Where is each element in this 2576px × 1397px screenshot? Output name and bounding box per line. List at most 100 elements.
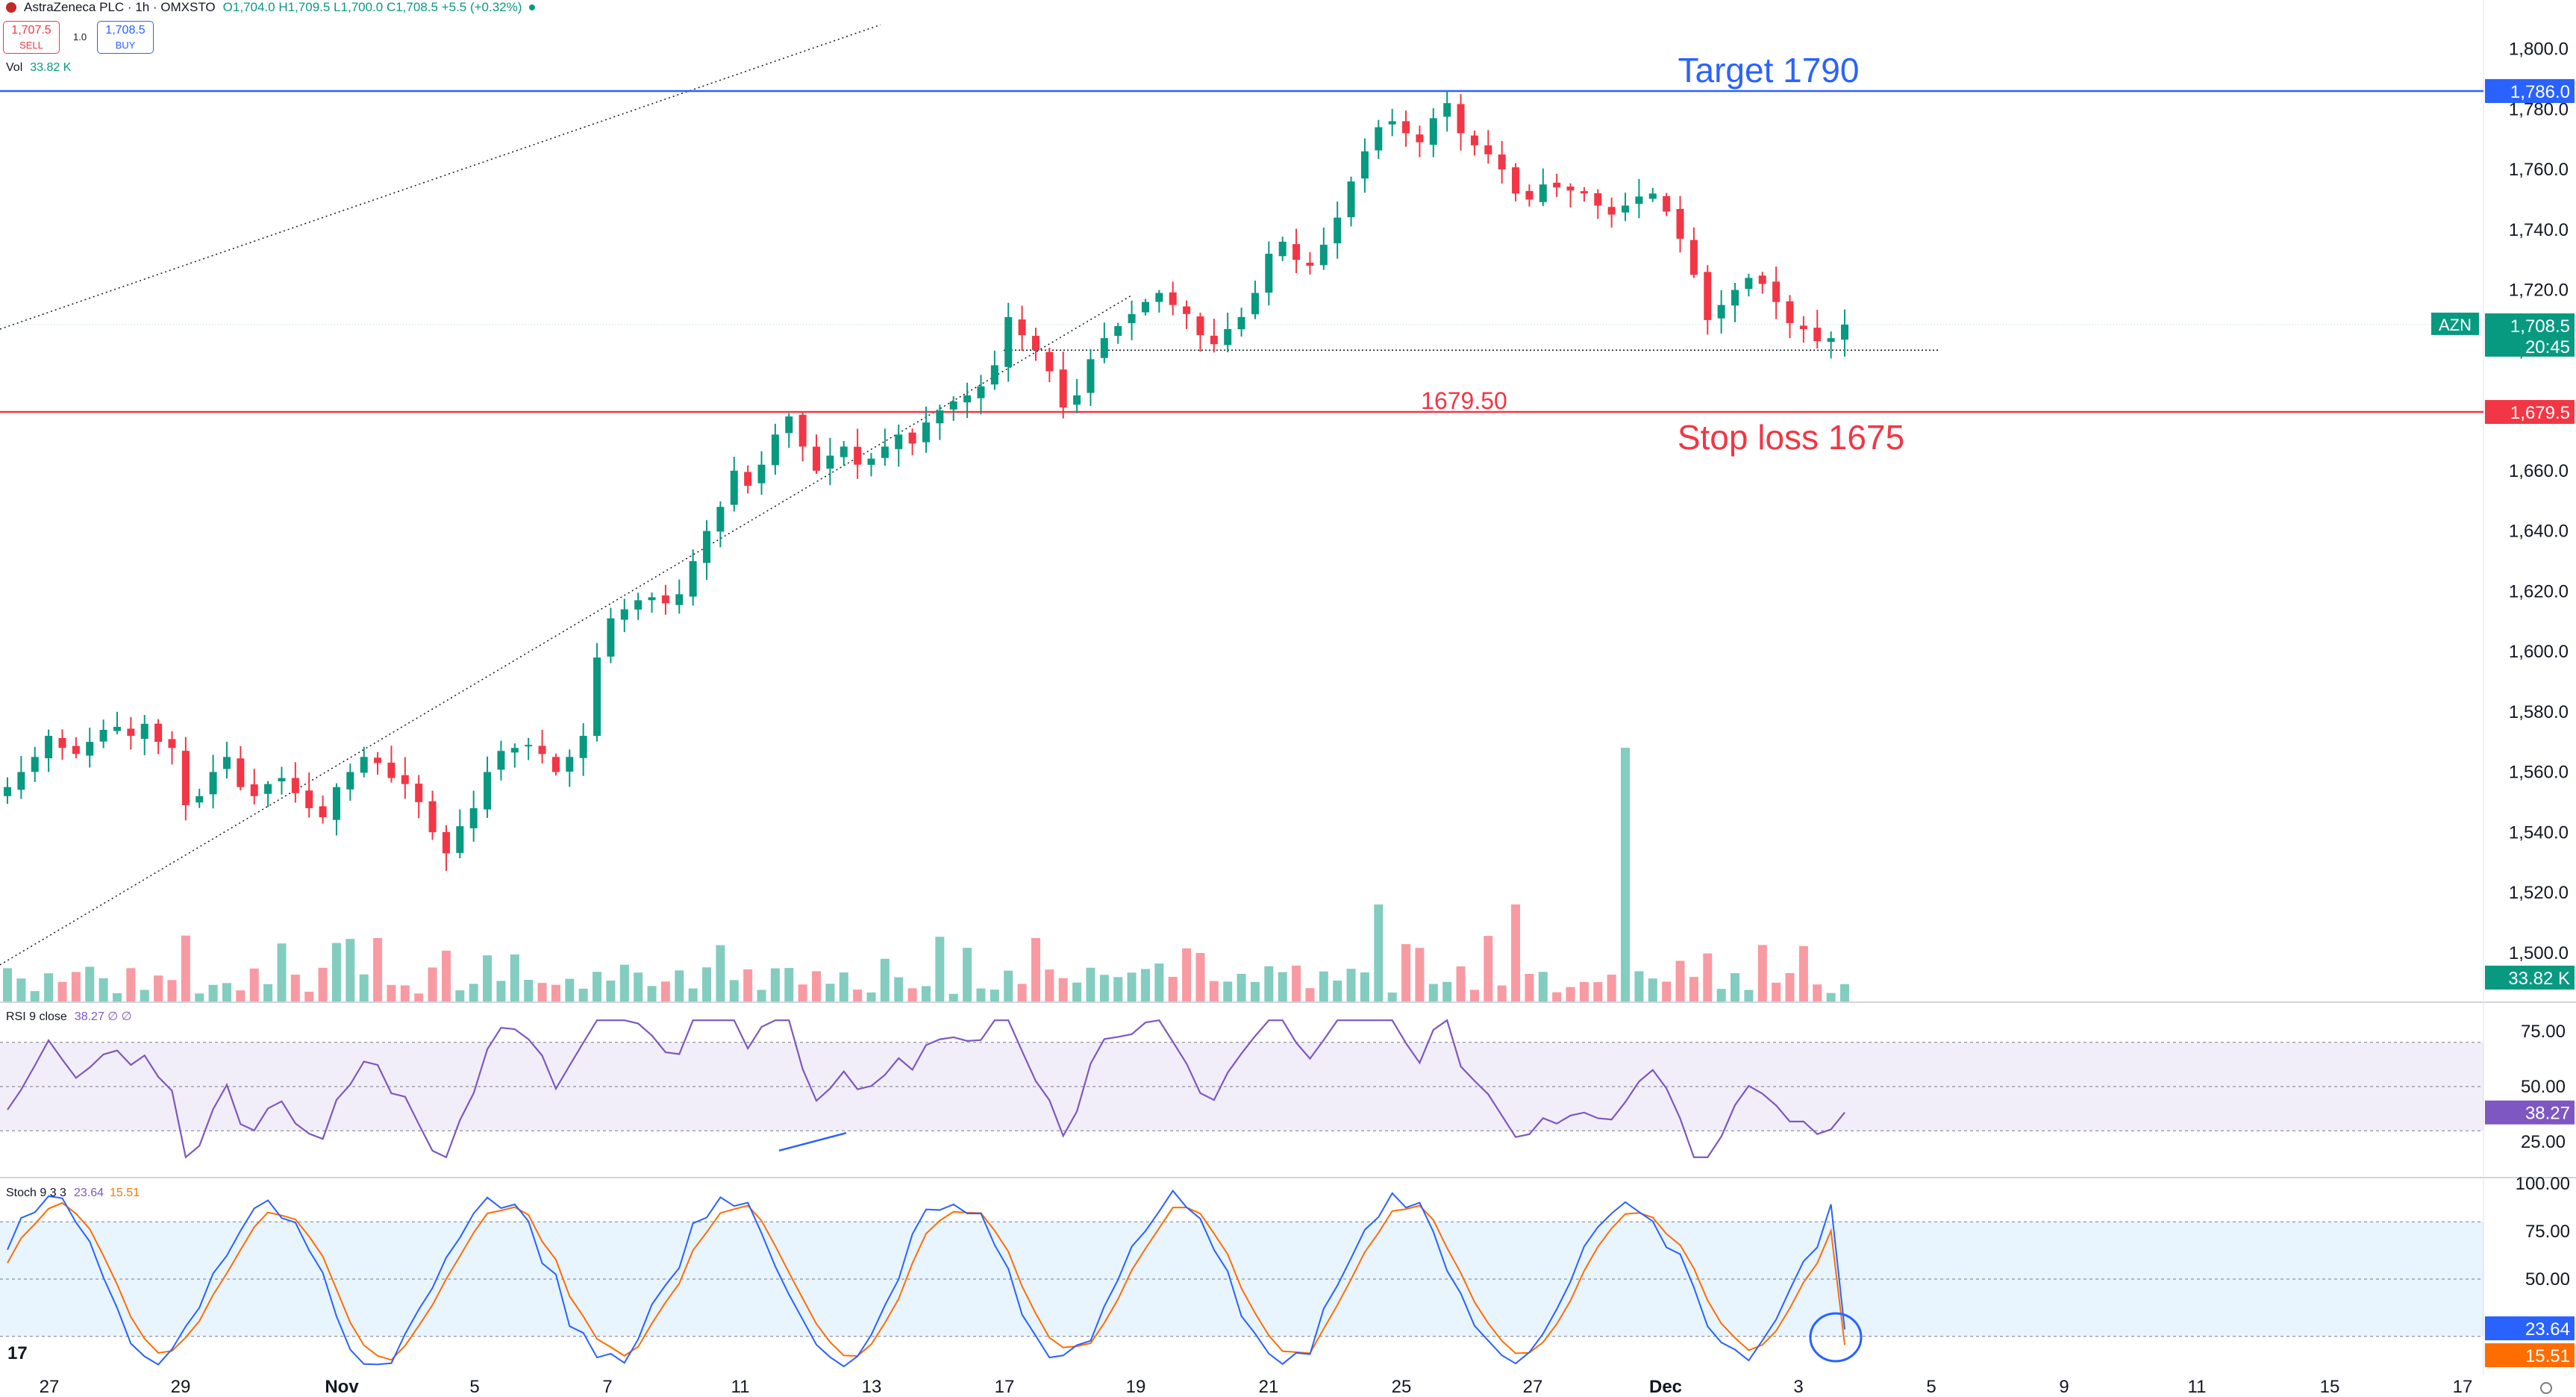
sell-button[interactable]: 1,707.5 SELL (3, 21, 60, 54)
candle-body (319, 806, 327, 818)
candle-body (1772, 281, 1781, 302)
volume-bar (839, 972, 848, 1001)
volume-bar (1415, 948, 1425, 1001)
candle-body (72, 746, 80, 754)
candle-body (1512, 167, 1520, 194)
rsi-legend[interactable]: RSI 9 close 38.27 ∅ ∅ (6, 1009, 132, 1024)
price-tick-label: 1,740.0 (2509, 220, 2569, 240)
volume-bar (702, 967, 712, 1001)
candle-body (936, 410, 944, 424)
volume-bar (990, 990, 999, 1001)
volume-bar (922, 986, 931, 1001)
volume-bar (469, 984, 478, 1001)
candle-body (1237, 316, 1245, 330)
candle-body (1073, 395, 1081, 405)
candle-body (1539, 184, 1547, 202)
volume-bar (1086, 967, 1095, 1001)
volume-bar (853, 990, 863, 1001)
volume-bar (1223, 981, 1233, 1001)
volume-bar (1634, 971, 1644, 1001)
candle-body (1566, 186, 1575, 191)
symbol-title[interactable]: AstraZeneca PLC · 1h · OMXSTO (24, 0, 216, 14)
candle-body (620, 609, 628, 620)
volume-bar (331, 943, 341, 1001)
stop-price-tag: 1,679.5 (2485, 400, 2575, 425)
stop-loss-level-text: 1679.50 (1421, 387, 1507, 414)
candle-body (1689, 240, 1698, 275)
ohlc-readout: O1,704.0 H1,709.5 L1,700.0 C1,708.5 +5.5… (222, 0, 522, 14)
volume-bar (1127, 972, 1137, 1001)
volume-bar (619, 964, 629, 1001)
volume-bar (1346, 969, 1356, 1001)
candle-body (1580, 191, 1588, 194)
candle-body (744, 472, 752, 486)
price-tick-label: 1,760.0 (2509, 160, 2569, 180)
candle-body (1334, 217, 1342, 244)
rsi-value-tag-text: 38.27 (2525, 1104, 2570, 1124)
volume-bar (606, 981, 616, 1001)
volume-bar (1511, 904, 1521, 1001)
volume-bar (1456, 966, 1466, 1001)
candle-body (181, 751, 190, 805)
candle-body (1402, 121, 1410, 134)
candle-body (346, 772, 354, 790)
volume-bar (1292, 965, 1301, 1001)
volume-bar (1278, 972, 1287, 1001)
rsi-legend-values: 38.27 ∅ ∅ (74, 1010, 132, 1023)
volume-bar (1360, 972, 1369, 1001)
volume-bar (551, 984, 560, 1001)
target-price-tag-box (2485, 79, 2575, 104)
volume-bar (1072, 982, 1082, 1001)
stoch-d-line (7, 1201, 1845, 1361)
volume-bar (510, 954, 519, 1001)
candle-body (566, 757, 574, 772)
price-tick-label: 1,720.0 (2509, 281, 2569, 301)
target-price-tag: 1,786.0 (2485, 79, 2575, 104)
time-tick-label: 9 (2059, 1377, 2069, 1397)
candle-body (1347, 181, 1355, 218)
candle-body (716, 507, 725, 532)
candle-body (813, 446, 821, 471)
volume-bar (1195, 953, 1205, 1001)
volume-bar (524, 980, 534, 1001)
volume-bar (483, 955, 493, 1001)
candle-body (1031, 336, 1040, 351)
time-tick-label: 27 (40, 1377, 60, 1397)
volume-bar (1607, 975, 1616, 1001)
candle-body (1594, 193, 1602, 206)
candle-body (1155, 293, 1163, 302)
volume-bar (30, 991, 40, 1001)
stoch-legend[interactable]: Stoch 9 3 3 23.64 15.51 (6, 1187, 140, 1200)
candle-body (785, 416, 793, 434)
candle-body (1045, 351, 1054, 372)
candle-body (1648, 193, 1657, 199)
volume-bar (1538, 972, 1548, 1001)
volume-bar (1772, 982, 1781, 1001)
price-tick-label: 1,500.0 (2509, 943, 2569, 963)
volume-bar (428, 967, 437, 1001)
candle-body (895, 434, 903, 449)
volume-bars (3, 748, 1849, 1001)
buy-button[interactable]: 1,708.5 BUY (97, 21, 154, 54)
candle-body (45, 736, 53, 759)
symbol-logo-icon (6, 2, 16, 13)
volume-bar (716, 945, 725, 1001)
candle-body (1416, 134, 1424, 143)
volume-bar (373, 938, 383, 1001)
stoch-highlight-circle (1809, 1312, 1863, 1363)
volume-legend-label: Vol (6, 61, 23, 74)
candle-body (1278, 241, 1287, 257)
volume-bar (1648, 978, 1657, 1001)
time-tick-label: 5 (469, 1377, 479, 1397)
volume-bar (565, 978, 575, 1001)
volume-bar (85, 966, 95, 1001)
volume-legend[interactable]: Vol 33.82 K (6, 61, 71, 75)
volume-bar (346, 939, 355, 1001)
candle-body (456, 826, 464, 853)
candle-body (1018, 319, 1026, 336)
candle-body (1224, 328, 1232, 346)
candle-body (332, 787, 340, 820)
candle-body (428, 801, 437, 833)
volume-bar (441, 950, 451, 1001)
